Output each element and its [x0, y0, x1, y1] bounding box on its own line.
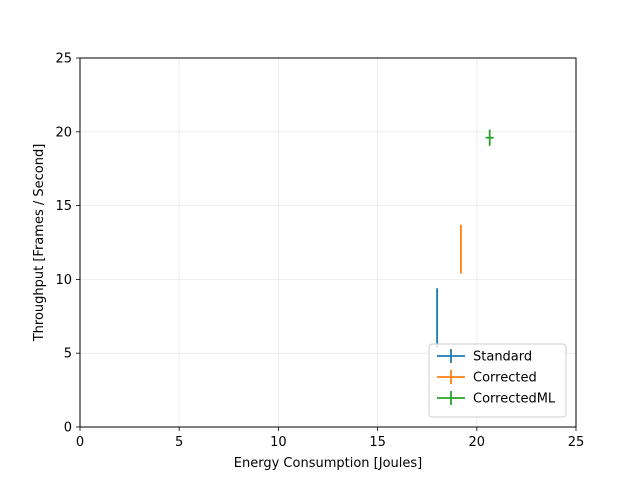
- y-tick-label: 5: [64, 347, 72, 362]
- errorbar-corrected: [460, 224, 462, 274]
- x-tick-label: 25: [568, 435, 585, 450]
- legend-label: CorrectedML: [473, 392, 556, 407]
- data-series: [436, 129, 494, 348]
- y-tick-label: 25: [55, 52, 72, 67]
- errorbar-correctedml: [485, 129, 494, 146]
- errorbar-standard: [436, 288, 439, 348]
- x-tick-label: 0: [76, 435, 84, 450]
- y-tick-label: 10: [55, 273, 72, 288]
- legend: Standard Corrected CorrectedML: [428, 343, 567, 418]
- x-tick-label: 5: [175, 435, 183, 450]
- plot-frame: [79, 57, 577, 428]
- x-tick-label: 20: [469, 435, 486, 450]
- y-axis-label: Throughput [Frames / Second]: [32, 144, 47, 343]
- legend-item: Standard: [437, 349, 532, 365]
- x-tick-label: 10: [270, 435, 287, 450]
- y-tick-label: 20: [55, 125, 72, 140]
- x-axis-label: Energy Consumption [Joules]: [234, 456, 422, 471]
- legend-label: Standard: [473, 350, 532, 365]
- x-tick-label: 15: [369, 435, 386, 450]
- y-axis: 0 5 10 15 20 25: [55, 52, 80, 436]
- y-tick-label: 15: [55, 199, 72, 214]
- legend-label: Corrected: [473, 371, 537, 386]
- y-tick-label: 0: [64, 421, 72, 436]
- legend-item: CorrectedML: [437, 391, 556, 407]
- grid: [79, 57, 577, 428]
- legend-item: Corrected: [437, 370, 537, 386]
- x-axis: 0 5 10 15 20 25: [76, 427, 584, 450]
